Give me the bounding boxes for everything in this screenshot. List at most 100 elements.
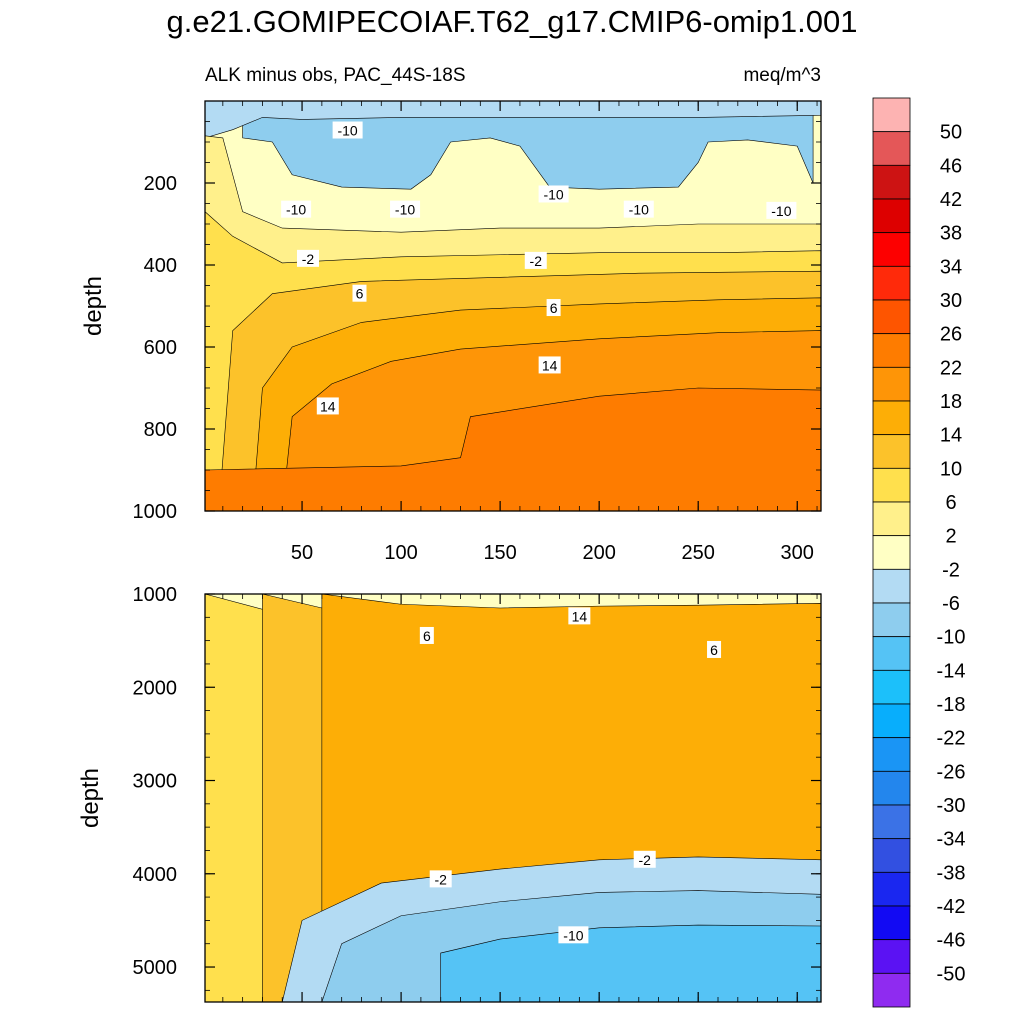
subtitle-units: meq/m^3 <box>743 65 821 86</box>
contour-label-bg <box>766 201 797 219</box>
x-tick-label: 100 <box>384 542 417 564</box>
bottom-contour-labels: 14 6 6 -2 -2 -10 <box>419 607 722 944</box>
colorbar-label: -38 <box>937 862 966 884</box>
colorbar-swatch <box>872 804 911 840</box>
colorbar-label: -30 <box>937 795 966 817</box>
y-tick-label: 4000 <box>133 864 178 886</box>
contour-label: -2 <box>530 253 543 269</box>
contour-label-bg <box>623 200 654 218</box>
colorbar-swatch <box>872 535 911 570</box>
colorbar-swatch <box>872 568 911 604</box>
y-tick-label: 1000 <box>133 584 178 606</box>
contour-label: -2 <box>638 852 651 868</box>
contour-band <box>205 101 821 139</box>
colorbar-label: -18 <box>937 694 966 716</box>
x-tick-label: 200 <box>582 542 615 564</box>
bottom-contour-fills <box>205 594 821 1002</box>
colorbar-swatch <box>872 703 911 739</box>
y-tick-label: 200 <box>144 173 177 195</box>
top-panel: -10 -10 -10 -10 -10 -10 -2 -2 6 6 14 14 200 400 600 80… <box>80 100 822 564</box>
colorbar-swatch <box>872 972 911 1008</box>
top-contour-fills <box>205 101 821 511</box>
contour-label: -2 <box>302 251 315 267</box>
colorbar-swatch <box>872 366 911 402</box>
contour-label: -10 <box>395 202 415 218</box>
contour-label-bg <box>707 640 722 658</box>
contour-label: 6 <box>423 628 431 644</box>
contour-label: 14 <box>572 608 588 624</box>
colorbar-swatch <box>872 602 911 638</box>
contour-label-bg <box>390 200 421 218</box>
y-tick-label: 2000 <box>133 677 178 699</box>
contour-label: -10 <box>771 203 791 219</box>
colorbar-swatch <box>872 400 911 436</box>
colorbar-label: -50 <box>937 963 966 985</box>
y-tick-label: 800 <box>144 419 177 441</box>
colorbar-label: 42 <box>940 189 962 211</box>
bottom-x-axis <box>222 594 818 1002</box>
colorbar-swatch <box>872 939 911 974</box>
contour-label-bg <box>538 356 561 374</box>
top-y-axis: 200 400 600 800 1000 <box>133 100 821 523</box>
y-tick-label: 600 <box>144 337 177 359</box>
contour-band <box>440 924 821 1002</box>
contour-label-bg <box>281 200 312 218</box>
y-tick-label: 1000 <box>133 501 178 523</box>
colorbar-swatch <box>872 299 911 335</box>
colorbar-swatch <box>872 770 911 806</box>
contour-label-bg <box>296 249 319 267</box>
contour-label-bg <box>633 850 656 868</box>
colorbar-label: 26 <box>940 324 962 346</box>
contour-label: 14 <box>542 357 558 373</box>
chart-title: g.e21.GOMIPECOIAF.T62_g17.CMIP6-omip1.00… <box>166 4 858 39</box>
colorbar-label: 30 <box>940 290 962 312</box>
y-tick-label: 5000 <box>133 957 178 979</box>
contour-label: -10 <box>286 202 306 218</box>
colorbar-label: 2 <box>945 526 956 548</box>
contour-label: 6 <box>356 286 364 302</box>
colorbar-swatch <box>872 131 911 166</box>
colorbar-swatch <box>872 838 911 873</box>
x-tick-label: 300 <box>781 542 814 564</box>
bottom-plot-frame <box>204 593 822 1003</box>
bottom-y-axis: 1000 2000 3000 4000 5000 <box>133 584 821 991</box>
x-tick-label: 50 <box>291 542 313 564</box>
colorbar-label: 18 <box>940 391 962 413</box>
colorbar-swatch <box>872 669 911 705</box>
top-x-axis: 50 100 150 200 250 300 <box>222 101 818 564</box>
colorbar-swatch <box>872 333 911 368</box>
colorbar-swatch <box>872 232 911 267</box>
colorbar-label: -42 <box>937 896 966 918</box>
colorbar-label: -2 <box>942 559 960 581</box>
colorbar-swatch <box>872 871 911 907</box>
contour-band <box>205 387 821 511</box>
contour-label: 6 <box>550 300 558 316</box>
contour-label-bg <box>568 607 591 625</box>
contour-label: -10 <box>563 927 583 943</box>
colorbar-swatch <box>872 434 911 469</box>
bottom-panel: 14 6 6 -2 -2 -10 1000 2000 3000 4000 5000 depth <box>77 584 822 1003</box>
colorbar-swatch <box>872 97 911 133</box>
x-tick-label: 150 <box>483 542 516 564</box>
colorbar-label: 34 <box>940 256 962 278</box>
contour-label-bg <box>524 251 547 269</box>
colorbar-label: 22 <box>940 357 962 379</box>
colorbar: 50 46 42 38 34 30 26 22 18 14 10 6 2 -2 -6 -10 -14 -18 -22… <box>872 97 966 1008</box>
colorbar-label: -46 <box>937 930 966 952</box>
colorbar-swatch <box>872 164 911 200</box>
contour-label-bg <box>419 626 434 644</box>
colorbar-label: 14 <box>940 425 962 447</box>
contour-label-bg <box>352 284 367 302</box>
colorbar-label: -26 <box>937 761 966 783</box>
contour-label: -10 <box>337 123 357 139</box>
contour-label-bg <box>538 185 569 203</box>
contour-label-bg <box>316 397 339 415</box>
contour-label-bg <box>429 870 452 888</box>
colorbar-label: -6 <box>942 593 960 615</box>
colorbar-label: -10 <box>937 627 966 649</box>
contour-label-bg <box>332 121 363 139</box>
contour-label: -10 <box>629 202 649 218</box>
contour-label-bg <box>546 299 561 317</box>
contour-band <box>242 101 814 190</box>
colorbar-swatch <box>872 265 911 301</box>
